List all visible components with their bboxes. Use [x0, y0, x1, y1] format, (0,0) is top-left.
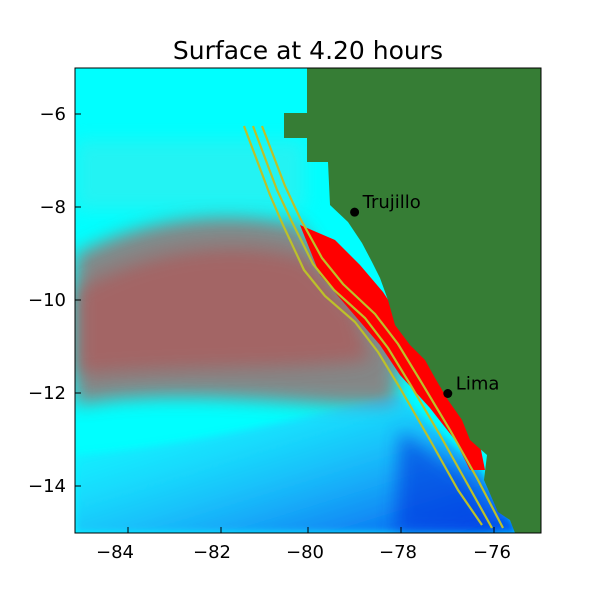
- land-area: [284, 68, 541, 533]
- x-tick-label: −80: [286, 542, 324, 563]
- x-tick-label: −78: [379, 542, 417, 563]
- wave-band-core: [75, 248, 370, 375]
- y-tick-label: −8: [39, 197, 66, 218]
- y-tick-label: −14: [28, 476, 66, 497]
- city-label: Lima: [456, 374, 500, 395]
- city-marker: [350, 207, 360, 217]
- y-axis: −6 −8 −10 −12 −14: [28, 104, 81, 497]
- y-tick-label: −12: [28, 383, 66, 404]
- x-tick-label: −82: [193, 542, 231, 563]
- city-marker: [443, 389, 453, 398]
- city-markers: Trujillo Lima: [350, 192, 499, 398]
- map-canvas: [75, 68, 541, 533]
- map-title: Surface at 4.20 hours: [173, 36, 443, 65]
- city-label: Trujillo: [362, 192, 421, 213]
- wave-trough-core: [395, 430, 500, 533]
- x-tick-label: −76: [473, 542, 511, 563]
- y-tick-label: −10: [28, 290, 66, 311]
- ocean-shade: [75, 140, 305, 210]
- fault-outline: [242, 125, 504, 529]
- y-tick-label: −6: [39, 104, 66, 125]
- x-axis: −84 −82 −80 −78 −76: [96, 527, 511, 563]
- x-tick-label: −84: [96, 542, 134, 563]
